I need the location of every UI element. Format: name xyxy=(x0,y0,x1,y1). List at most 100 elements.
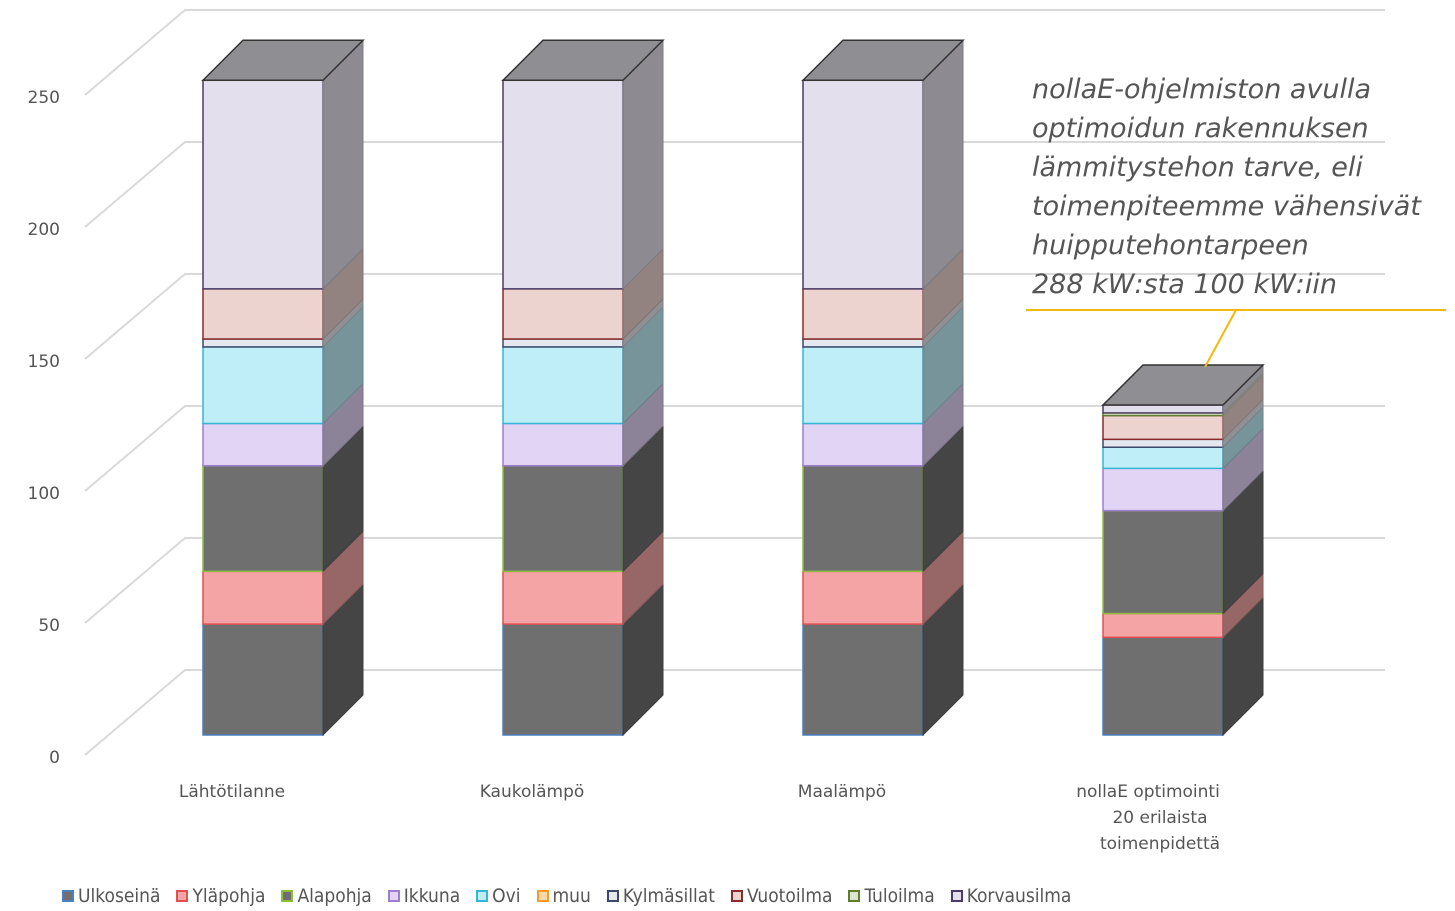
legend-swatch xyxy=(950,890,963,902)
x-category-label: toimenpidettä xyxy=(1100,834,1220,854)
bar-segment xyxy=(502,79,624,290)
legend-item: Kylmäsillat xyxy=(606,885,715,907)
gridline xyxy=(84,669,1385,756)
legend-swatch xyxy=(281,890,294,902)
bar-segment xyxy=(1102,612,1224,639)
bar-segment xyxy=(802,623,924,736)
bar-segment xyxy=(1102,636,1224,736)
bar-segment xyxy=(1102,446,1224,470)
legend-item: Ulkoseinä xyxy=(62,885,160,907)
y-tick-label: 250 xyxy=(28,88,60,108)
legend-swatch xyxy=(62,890,74,902)
bar-segment xyxy=(502,570,624,625)
gridline xyxy=(84,141,1385,228)
legend-label: Ikkuna xyxy=(403,885,461,907)
y-axis-ticks: 0 50 100 150 200 250 xyxy=(28,88,60,768)
legend-label: Ulkoseinä xyxy=(78,885,161,907)
chart-legend: Ulkoseinä Yläpohja Alapohja Ikkuna Ovi muu Kyl… xyxy=(62,885,1087,907)
bar-segment xyxy=(202,623,324,736)
bar-segment xyxy=(802,346,924,425)
legend-swatch xyxy=(176,890,189,902)
legend-item: Vuotoilma xyxy=(730,885,833,907)
gridline xyxy=(84,9,1385,96)
legend-swatch xyxy=(536,890,549,902)
legend-label: Vuotoilma xyxy=(746,885,833,907)
bar-segment xyxy=(502,338,624,348)
bar-top xyxy=(801,39,965,82)
legend-item: muu xyxy=(536,885,591,907)
gridline xyxy=(84,273,1385,360)
bar-stack xyxy=(1101,363,1265,737)
x-category-label: nollaE optimointi xyxy=(1076,782,1220,802)
bars xyxy=(201,39,1265,737)
bar-segment-side xyxy=(922,39,964,291)
bar-top xyxy=(201,39,365,82)
legend-swatch xyxy=(387,890,400,902)
x-category-label: Kaukolämpö xyxy=(480,782,585,802)
bar-stack xyxy=(801,39,965,737)
chart-annotation: nollaE-ohjelmiston avulla optimoidun rak… xyxy=(1032,70,1452,304)
legend-item: Ikkuna xyxy=(387,885,461,907)
annotation-line: huipputehontarpeen xyxy=(1032,230,1309,261)
y-tick-label: 200 xyxy=(28,220,60,240)
legend-label: Kylmäsillat xyxy=(622,885,715,907)
bar-stack xyxy=(201,39,365,737)
bar-segment xyxy=(802,464,924,573)
legend-label: Korvausilma xyxy=(966,885,1072,907)
bar-segment xyxy=(502,464,624,573)
legend-swatch xyxy=(476,890,489,902)
x-axis-labels: Lähtötilanne Kaukolämpö Maalämpö nollaE opt… xyxy=(179,782,1220,854)
legend-swatch xyxy=(606,890,619,902)
annotation-line: lämmitystehon tarve, eli xyxy=(1032,152,1363,183)
bar-segment-side xyxy=(622,39,664,291)
gridlines xyxy=(84,9,1385,756)
bar-segment xyxy=(202,288,324,340)
gridline xyxy=(84,405,1385,492)
bar-top xyxy=(501,39,665,82)
bar-segment xyxy=(202,338,324,348)
bar-segment xyxy=(1102,509,1224,615)
bar-segment xyxy=(202,464,324,573)
y-tick-label: 100 xyxy=(28,484,60,504)
annotation-line: 288 kW:sta 100 kW:iin xyxy=(1032,269,1337,300)
gridline xyxy=(84,537,1385,624)
x-category-label: Lähtötilanne xyxy=(179,782,285,802)
bar-segment-side xyxy=(322,39,364,291)
y-tick-label: 150 xyxy=(28,352,60,372)
bar-segment xyxy=(1102,467,1224,512)
bar-segment xyxy=(1102,414,1224,441)
bar-segment xyxy=(502,623,624,736)
legend-label: Alapohja xyxy=(297,885,372,907)
legend-label: Ovi xyxy=(492,885,521,907)
legend-label: Tuloilma xyxy=(864,885,935,907)
bar-stack xyxy=(501,39,665,737)
legend-item: Tuloilma xyxy=(848,885,935,907)
annotation-line: optimoidun rakennuksen xyxy=(1032,113,1369,144)
bar-segment xyxy=(202,79,324,290)
bar-segment xyxy=(802,79,924,290)
bar-top xyxy=(1101,364,1265,406)
bar-segment xyxy=(802,288,924,340)
legend-item: Korvausilma xyxy=(950,885,1072,907)
legend-swatch xyxy=(730,890,743,902)
bar-segment xyxy=(802,570,924,625)
legend-label: Yläpohja xyxy=(192,885,266,907)
annotation-leader-line xyxy=(1204,309,1237,368)
legend-swatch xyxy=(848,890,861,902)
bar-segment xyxy=(1102,438,1224,448)
bar-segment xyxy=(802,338,924,348)
legend-item: Alapohja xyxy=(281,885,372,907)
bar-segment xyxy=(802,422,924,467)
y-tick-label: 0 xyxy=(49,748,60,768)
annotation-line: toimenpiteemme vähensivät xyxy=(1032,191,1421,222)
bar-segment xyxy=(502,288,624,340)
annotation-line: nollaE-ohjelmiston avulla xyxy=(1032,74,1372,105)
bar-segment xyxy=(202,570,324,625)
legend-label: muu xyxy=(552,885,591,907)
legend-item: Ovi xyxy=(476,885,521,907)
bar-segment xyxy=(502,422,624,467)
bar-segment xyxy=(1102,404,1224,414)
bar-segment xyxy=(202,422,324,467)
y-tick-label: 50 xyxy=(38,616,60,636)
